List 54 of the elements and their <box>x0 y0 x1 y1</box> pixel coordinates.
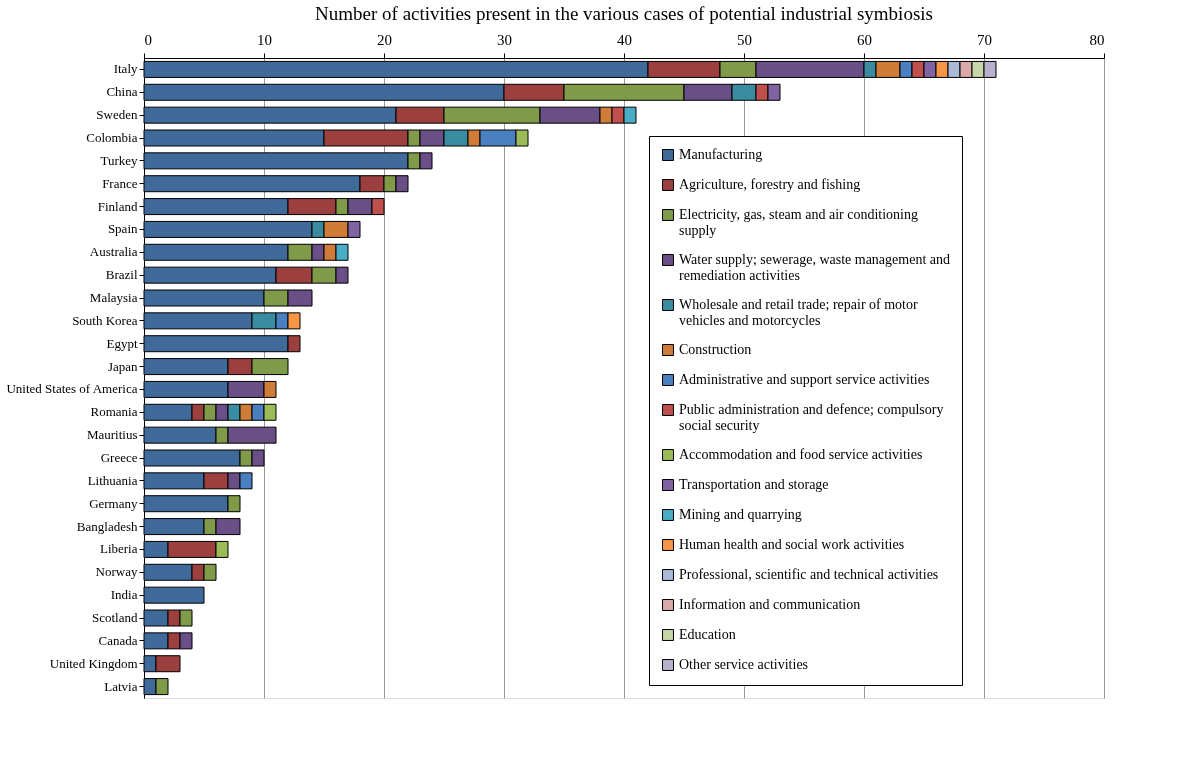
y-tick-label: Australia <box>89 244 138 260</box>
y-tick-label: Colombia <box>86 130 138 145</box>
legend-label: Information and communication <box>679 597 861 612</box>
y-tick-label: United Kingdom <box>49 655 138 671</box>
y-tick-label: China <box>106 84 138 100</box>
y-tick-label: Greece <box>100 450 138 465</box>
legend-label: Manufacturing <box>679 147 763 162</box>
y-tick-label: Liberia <box>99 541 138 557</box>
legend-label: Professional, scientific and technical activities <box>679 567 939 582</box>
y-tick-label: Spain <box>107 221 138 237</box>
legend-label: Transportation and storage <box>679 477 829 492</box>
y-tick-label: Scotland <box>92 610 138 625</box>
y-tick-label: Finland <box>97 198 138 214</box>
legend-label: Mining and quarrying <box>679 507 802 522</box>
y-tick-label: Brazil <box>105 267 138 283</box>
y-tick-label: Germany <box>89 495 138 511</box>
y-tick-label: Egypt <box>106 335 138 351</box>
x-tick-label: 10 <box>257 31 272 48</box>
legend-label: Public administration and defence; compulsory social security <box>679 402 944 433</box>
legend-label: Accommodation and food service activities <box>679 447 923 462</box>
y-tick-label: South Korea <box>72 312 138 328</box>
legend-label: Water supply; sewerage, waste management and remediation activities <box>679 252 950 283</box>
y-tick-label: India <box>110 587 138 603</box>
x-tick-label: 30 <box>497 31 512 48</box>
legend-label: Education <box>679 627 736 642</box>
legend-label: Agriculture, forestry and fishing <box>679 177 861 192</box>
x-tick-label: 20 <box>377 31 392 48</box>
legend-label: Wholesale and retail trade; repair of motor vehicles and motorcycles <box>679 297 919 328</box>
y-tick-label: Mauritius <box>86 427 138 443</box>
chart-title: Number of activities present in the various cases of potential industrial symbiosis <box>315 3 933 24</box>
legend-label: Electricity, gas, steam and air conditioning supply <box>679 207 918 238</box>
y-tick-label: Italy <box>113 61 138 77</box>
x-tick-label: 0 <box>144 31 152 48</box>
x-tick-label: 60 <box>857 31 872 48</box>
legend-label: Administrative and support service activities <box>679 372 930 387</box>
legend-label: Other service activities <box>679 657 809 672</box>
legend-label: Human health and social work activities <box>679 537 905 552</box>
y-tick-label: Turkey <box>100 152 138 168</box>
x-tick-label: 70 <box>977 31 992 48</box>
x-tick-label: 40 <box>617 31 632 48</box>
y-tick-label: Norway <box>95 564 138 580</box>
y-tick-label: France <box>102 175 138 191</box>
x-tick-label: 50 <box>737 31 752 48</box>
y-tick-label: Latvia <box>104 678 138 694</box>
y-tick-label: Bangladesh <box>76 518 138 534</box>
y-tick-label: Romania <box>90 404 138 420</box>
y-tick-label: United States of America <box>6 381 138 397</box>
y-tick-label: Sweden <box>96 107 138 123</box>
y-tick-label: Lithuania <box>87 472 138 488</box>
legend-label: Construction <box>679 342 752 357</box>
y-tick-label: Canada <box>98 632 138 648</box>
x-tick-label: 80 <box>1089 31 1105 48</box>
y-tick-label: Japan <box>107 358 138 374</box>
y-tick-label: Malaysia <box>89 290 138 305</box>
